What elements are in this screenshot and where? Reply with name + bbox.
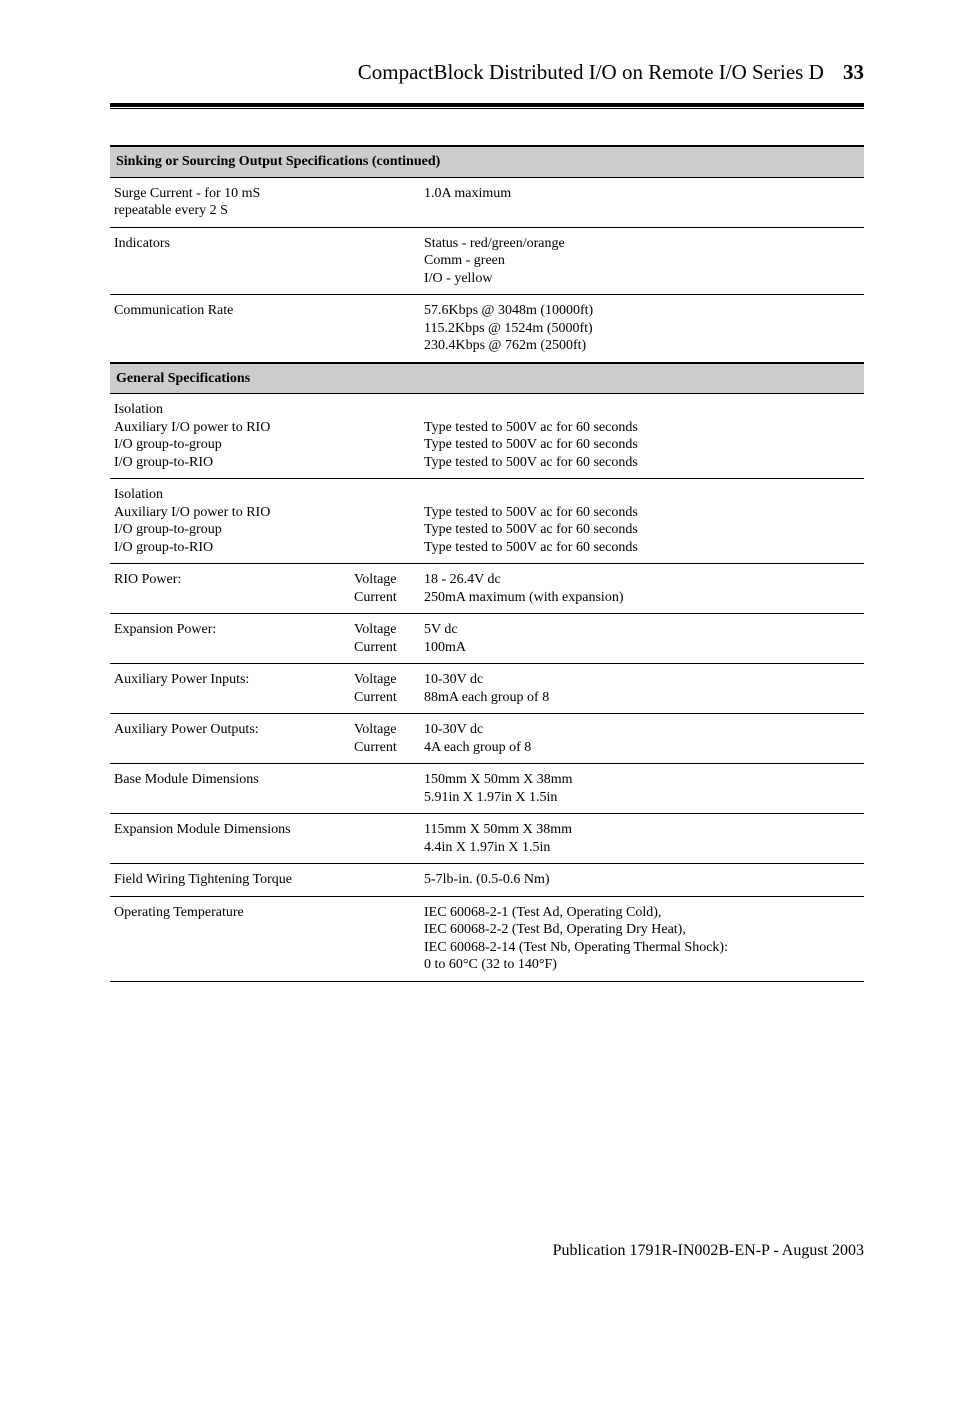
table-cell: Surge Current - for 10 mS repeatable eve… [110,177,420,227]
table-cell: Auxiliary Power Outputs: [110,714,350,764]
table-cell: RIO Power: [110,564,350,614]
table-row: IndicatorsStatus - red/green/orange Comm… [110,227,864,295]
table-row: Field Wiring Tightening Torque5-7lb-in. … [110,864,864,897]
table-row: Expansion Module Dimensions115mm X 50mm … [110,814,864,864]
table-cell: 10-30V dc 88mA each group of 8 [420,664,864,714]
table-cell: Auxiliary Power Inputs: [110,664,350,714]
table-cell: Type tested to 500V ac for 60 seconds Ty… [420,394,864,479]
publication-label: Publication [553,1242,626,1259]
table-cell: Indicators [110,227,420,295]
table-row: Isolation Auxiliary I/O power to RIO I/O… [110,394,864,479]
header-rule [110,103,864,109]
table-cell: IEC 60068-2-1 (Test Ad, Operating Cold),… [420,896,864,981]
table-cell: Status - red/green/orange Comm - green I… [420,227,864,295]
table-cell: 5V dc 100mA [420,614,864,664]
table-cell: 18 - 26.4V dc 250mA maximum (with expans… [420,564,864,614]
table-cell: 10-30V dc 4A each group of 8 [420,714,864,764]
table-cell: Isolation Auxiliary I/O power to RIO I/O… [110,394,420,479]
table-cell: Voltage Current [350,614,420,664]
table-cell: 1.0A maximum [420,177,864,227]
header-title: CompactBlock Distributed I/O on Remote I… [358,60,824,84]
section-header-row: Sinking or Sourcing Output Specification… [110,146,864,177]
table-cell: 150mm X 50mm X 38mm 5.91in X 1.97in X 1.… [420,764,864,814]
page-number: 33 [843,60,864,84]
table-cell: 5-7lb-in. (0.5-0.6 Nm) [420,864,864,897]
table-row: Communication Rate57.6Kbps @ 3048m (1000… [110,295,864,363]
section-header-cell: Sinking or Sourcing Output Specification… [110,146,864,177]
table-row: Surge Current - for 10 mS repeatable eve… [110,177,864,227]
publication-value: 1791R-IN002B-EN-P - August 2003 [629,1242,864,1259]
table-row: RIO Power:Voltage Current18 - 26.4V dc 2… [110,564,864,614]
table-row: Base Module Dimensions150mm X 50mm X 38m… [110,764,864,814]
table-cell: Expansion Power: [110,614,350,664]
table-cell: Expansion Module Dimensions [110,814,420,864]
table-row: Isolation Auxiliary I/O power to RIO I/O… [110,479,864,564]
table-cell: Isolation Auxiliary I/O power to RIO I/O… [110,479,420,564]
page-header: CompactBlock Distributed I/O on Remote I… [110,60,864,95]
table-cell: Field Wiring Tightening Torque [110,864,420,897]
table-row: Operating TemperatureIEC 60068-2-1 (Test… [110,896,864,981]
section-header-row: General Specifications [110,363,864,394]
section-header-cell: General Specifications [110,363,864,394]
table-cell: Voltage Current [350,664,420,714]
table-cell: Voltage Current [350,564,420,614]
table-cell: 115mm X 50mm X 38mm 4.4in X 1.97in X 1.5… [420,814,864,864]
table-cell: Operating Temperature [110,896,420,981]
table-row: Auxiliary Power Outputs:Voltage Current1… [110,714,864,764]
table-cell: Communication Rate [110,295,420,363]
table-cell: Base Module Dimensions [110,764,420,814]
table-row: Expansion Power:Voltage Current5V dc 100… [110,614,864,664]
table-row: Auxiliary Power Inputs:Voltage Current10… [110,664,864,714]
table-cell: 57.6Kbps @ 3048m (10000ft) 115.2Kbps @ 1… [420,295,864,363]
spec-table: Sinking or Sourcing Output Specification… [110,145,864,982]
table-cell: Voltage Current [350,714,420,764]
footer: Publication 1791R-IN002B-EN-P - August 2… [110,1242,864,1260]
table-cell: Type tested to 500V ac for 60 seconds Ty… [420,479,864,564]
